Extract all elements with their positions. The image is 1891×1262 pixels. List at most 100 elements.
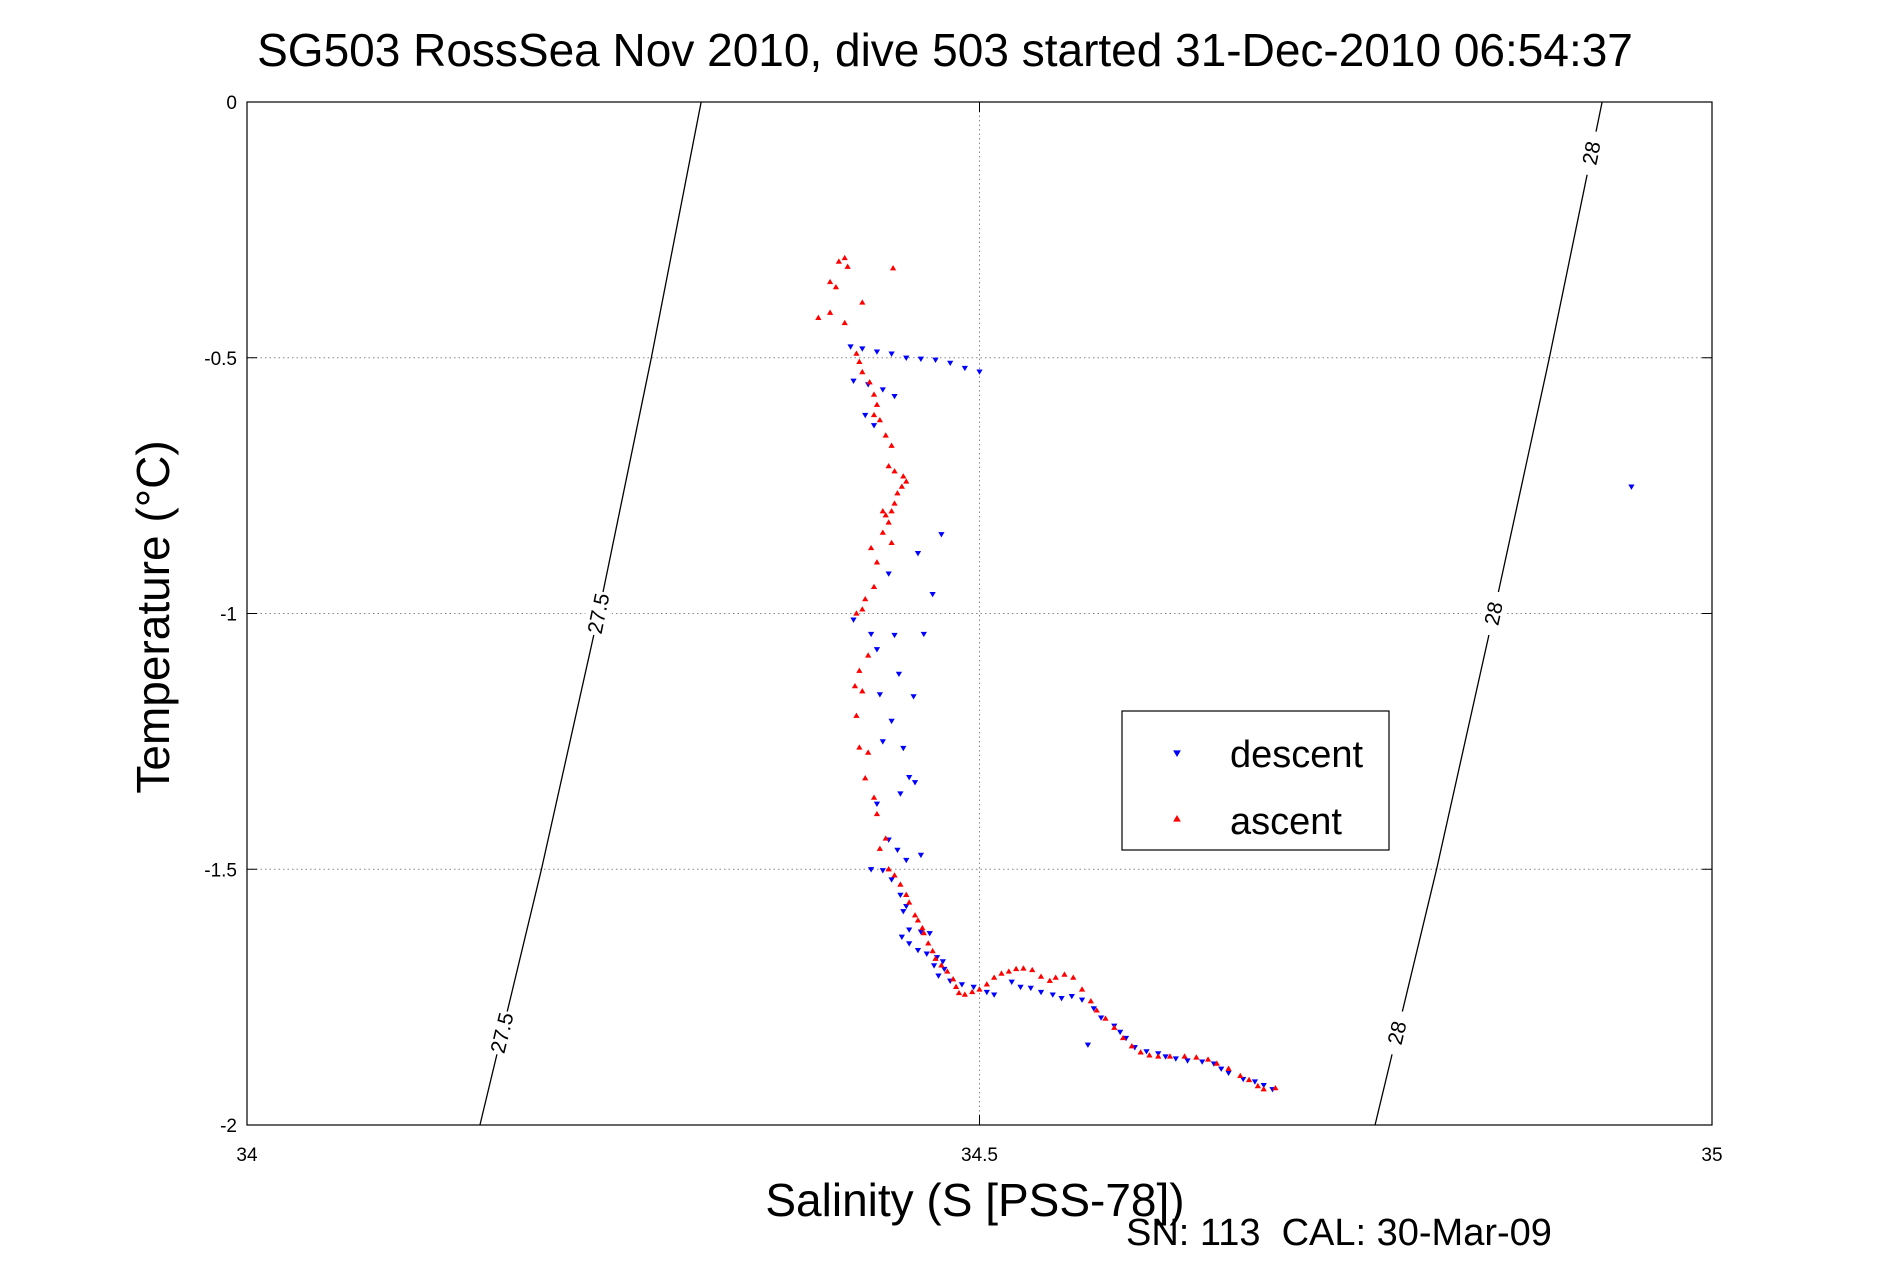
descent-point (898, 934, 905, 940)
ascent-point (826, 278, 834, 285)
ascent-point (815, 314, 822, 320)
descent-point (847, 344, 854, 350)
descent-point (1143, 1049, 1150, 1055)
ascent-point (835, 258, 842, 264)
descent-point (903, 857, 910, 864)
ascent-point (898, 483, 905, 489)
ascent-point (859, 606, 866, 612)
descent-point (961, 365, 968, 372)
ascent-point (876, 416, 884, 423)
descent-point (1162, 1054, 1169, 1060)
ascent-point (919, 924, 926, 931)
ascent-point (969, 988, 976, 995)
descent-point (935, 973, 942, 979)
ascent-point (914, 917, 922, 923)
ascent-point (1020, 965, 1027, 971)
y-tick-label: -1 (220, 605, 237, 626)
x-tick-label: 34 (236, 1145, 258, 1166)
descent-point (923, 951, 930, 957)
ascent-point (1260, 1085, 1267, 1092)
descent-point (873, 801, 881, 807)
descent-point (891, 393, 898, 400)
ascent-point (1029, 966, 1036, 973)
ascent-point (1272, 1084, 1279, 1091)
descent-point (938, 532, 945, 538)
descent-point (976, 369, 983, 375)
descent-point (903, 355, 910, 361)
ascent-point (1193, 1054, 1200, 1060)
contour-label: 28 (1578, 139, 1605, 167)
ascent-point (841, 319, 848, 326)
ascent-point (1119, 1034, 1127, 1041)
descent-point (1037, 989, 1045, 996)
ascent-point (853, 712, 860, 718)
axis-ticks: 34 34.5 35 0 -0.5 -1 -1.5 -2 (204, 93, 1722, 1166)
ascent-point (1225, 1065, 1232, 1071)
descent-point (888, 877, 895, 883)
ascent-point (885, 519, 892, 525)
ascent-point (882, 432, 889, 438)
descent-point (894, 847, 901, 854)
y-tick-label: -0.5 (204, 349, 237, 370)
descent-point (879, 868, 886, 874)
ascent-point (844, 263, 851, 269)
ascent-point (891, 500, 898, 506)
descent-point (1049, 992, 1056, 998)
descent-point (1628, 484, 1635, 490)
ascent-point (1046, 977, 1053, 983)
descent-point (891, 632, 898, 639)
ascent-point (870, 794, 878, 800)
ascent-point (879, 508, 886, 514)
ascent-point (906, 899, 913, 905)
ascent-point (897, 881, 904, 887)
contour-label-backdrop (1574, 128, 1609, 178)
x-tick-label: 35 (1701, 1145, 1722, 1166)
ascent-point (865, 652, 872, 658)
ascent-point (879, 529, 886, 535)
ascent-point (903, 891, 910, 897)
descent-point (926, 931, 933, 937)
descent-point (897, 892, 904, 899)
descent-point (897, 791, 904, 797)
ascent-point (862, 595, 869, 602)
legend-label-descent: descent (1230, 734, 1364, 776)
legend-marker-descent (1173, 750, 1181, 757)
descent-point (1008, 979, 1015, 985)
descent-point (867, 867, 875, 873)
contour-label: 28 (1480, 600, 1507, 628)
ascent-point (1166, 1053, 1174, 1059)
ascent-point (976, 986, 983, 992)
footer-serial-cal: SN: 113 CAL: 30-Mar-09 (1126, 1212, 1552, 1254)
ascent-point (870, 583, 878, 590)
descent-point (991, 992, 998, 998)
ascent-point (955, 989, 963, 996)
descent-point (850, 617, 857, 623)
ascent-point (1237, 1072, 1244, 1079)
ascent-point (938, 962, 945, 968)
y-tick-label: 0 (226, 93, 237, 114)
descent-point (876, 692, 884, 698)
descent-point (1017, 984, 1024, 991)
ascent-point (870, 391, 878, 397)
descent-point (867, 631, 875, 638)
contour-label-backdrop (1476, 589, 1512, 638)
ascent-point (866, 379, 873, 385)
ascent-point (900, 473, 907, 479)
descent-point (1027, 985, 1034, 992)
ascent-point (1052, 974, 1059, 980)
ascent-point (889, 265, 897, 271)
contour-label-backdrop (1379, 1008, 1415, 1058)
series-descent (847, 344, 1635, 1093)
descent-point (1117, 1029, 1124, 1036)
ascent-point (891, 468, 898, 474)
ascent-point (944, 968, 951, 974)
descent-point (859, 346, 866, 352)
descent-point (947, 360, 954, 367)
descent-point (873, 647, 881, 653)
descent-point (888, 718, 895, 725)
ascent-point (832, 283, 840, 290)
descent-point (930, 963, 938, 969)
ascent-point (1093, 1007, 1100, 1013)
ascent-point (856, 667, 863, 673)
